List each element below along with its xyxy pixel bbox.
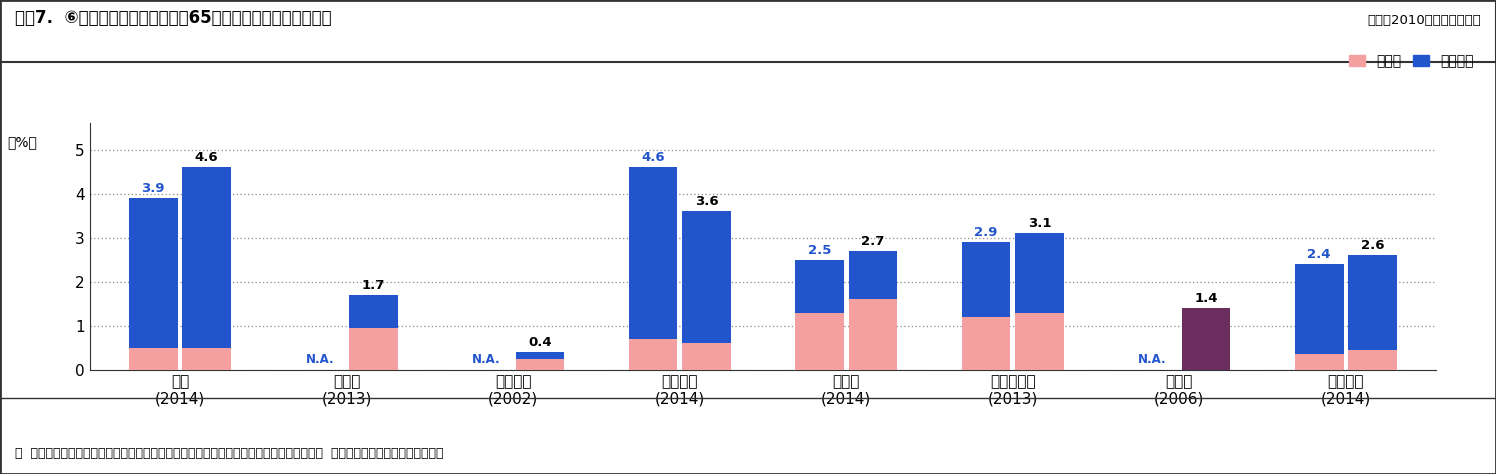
Text: 0.4: 0.4 xyxy=(528,336,552,349)
Text: N.A.: N.A. xyxy=(305,353,334,366)
Text: N.A.: N.A. xyxy=(1138,353,1167,366)
Bar xyxy=(962,317,1010,370)
Bar xyxy=(848,251,898,299)
Bar xyxy=(796,312,844,370)
Text: ＊  カナダは、看護師と介護職員の内訳不詳。ケアワーカーは、常勤換算ではなく実人数。  直近は、国名の下に記載の年次。: ＊ カナダは、看護師と介護職員の内訳不詳。ケアワーカーは、常勤換算ではなく実人数… xyxy=(15,447,443,460)
Text: 1.7: 1.7 xyxy=(362,279,384,292)
Text: （%）: （%） xyxy=(7,135,37,149)
Text: 4.6: 4.6 xyxy=(642,151,664,164)
Bar xyxy=(628,167,678,339)
Legend: 看護師, 介護職員: 看護師, 介護職員 xyxy=(1349,55,1474,68)
Text: N.A.: N.A. xyxy=(473,353,501,366)
Text: 左棒は2010年、右棒は直近: 左棒は2010年、右棒は直近 xyxy=(1367,14,1481,27)
Bar xyxy=(1296,264,1343,355)
Text: 1.4: 1.4 xyxy=(1194,292,1218,305)
Bar xyxy=(129,198,178,348)
Text: 3.1: 3.1 xyxy=(1028,217,1052,230)
Bar xyxy=(516,359,564,370)
Bar xyxy=(1016,312,1064,370)
Bar xyxy=(1348,350,1397,370)
Bar xyxy=(183,167,230,348)
Bar xyxy=(628,339,678,370)
Bar xyxy=(129,348,178,370)
Text: 2.7: 2.7 xyxy=(862,235,884,248)
Bar xyxy=(1182,308,1230,370)
Bar xyxy=(349,328,398,370)
Bar xyxy=(796,260,844,312)
Bar xyxy=(848,299,898,370)
Bar xyxy=(349,295,398,328)
Bar xyxy=(1296,355,1343,370)
Bar xyxy=(962,242,1010,317)
Text: 3.9: 3.9 xyxy=(142,182,165,195)
Text: 図表7.  ⑥居宅介護ケアワーカー（65歳以上人口に対する割合）: 図表7. ⑥居宅介護ケアワーカー（65歳以上人口に対する割合） xyxy=(15,9,332,27)
Bar xyxy=(183,348,230,370)
Bar xyxy=(682,211,730,343)
Text: 2.6: 2.6 xyxy=(1361,239,1384,252)
Bar xyxy=(1348,255,1397,350)
Text: 2.9: 2.9 xyxy=(974,226,998,239)
Bar xyxy=(682,343,730,370)
Bar xyxy=(1016,233,1064,312)
Text: 2.5: 2.5 xyxy=(808,244,832,256)
Text: 4.6: 4.6 xyxy=(194,151,218,164)
Bar xyxy=(516,352,564,359)
Text: 2.4: 2.4 xyxy=(1308,248,1331,261)
Text: 3.6: 3.6 xyxy=(694,195,718,208)
